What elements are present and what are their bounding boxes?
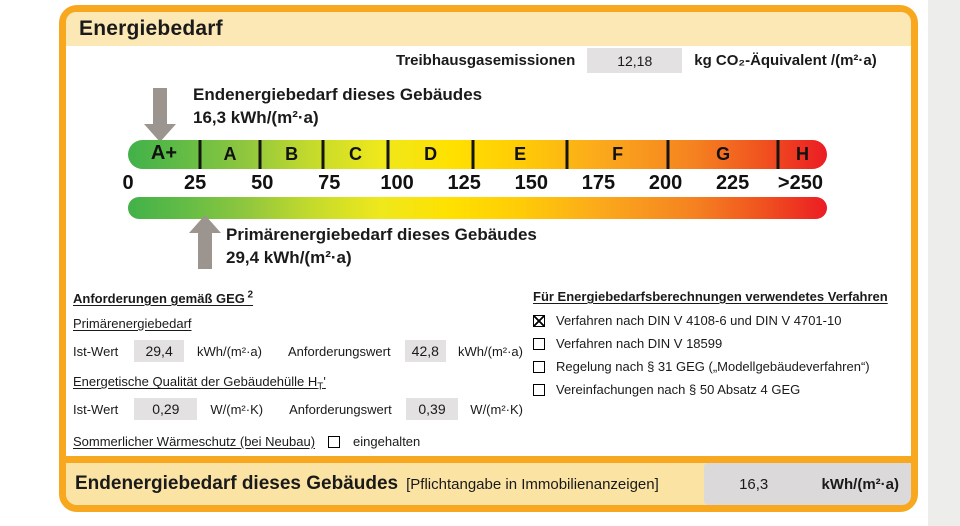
method-item-label: Verfahren nach DIN V 18599 bbox=[556, 336, 723, 351]
energy-class-scale: A+ A B C D E F G H 0 25 50 75 100 125 150 175 200 225 >250 bbox=[122, 140, 827, 350]
footer-value-box: 16,3 kWh/(m²·a) bbox=[704, 463, 911, 505]
footer-note: [Pflichtangabe in Immobilienanzeigen] bbox=[406, 475, 659, 493]
scale-tick: 0 bbox=[122, 172, 134, 194]
scale-tick: 75 bbox=[318, 172, 341, 194]
scale-tick: 100 bbox=[380, 172, 414, 194]
requirements-heading-sup: 2 bbox=[247, 289, 254, 301]
method-item: Verfahren nach DIN V 18599 bbox=[533, 336, 908, 351]
footer-band: Endenergiebedarf dieses Gebäudes [Pflich… bbox=[66, 456, 911, 505]
class-letter-C: C bbox=[349, 144, 363, 164]
class-letter-E: E bbox=[514, 144, 527, 164]
class-letter-A: A bbox=[223, 144, 237, 164]
summer-heat-checkbox-label: eingehalten bbox=[353, 434, 421, 449]
end-energy-arrow-icon bbox=[144, 88, 176, 142]
primary-energy-arrow-icon bbox=[189, 215, 221, 269]
class-divider bbox=[471, 140, 475, 169]
unchecked-checkbox-icon bbox=[533, 337, 545, 350]
req-label: Anforderungswert bbox=[287, 343, 391, 359]
methods-list: Verfahren nach DIN V 4108-6 und DIN V 47… bbox=[533, 313, 908, 397]
primary-subheading: Primärenergiebedarf bbox=[73, 316, 192, 331]
checked-checkbox-icon bbox=[533, 314, 545, 327]
ghg-value-box: 12,18 bbox=[587, 48, 683, 73]
ist-label: Ist-Wert bbox=[73, 343, 119, 359]
header-band: Energiebedarf bbox=[66, 12, 911, 46]
ghg-unit: kg CO₂-Äquivalent /(m²·a) bbox=[694, 52, 877, 69]
requirements-section: Anforderungen gemäß GEG 2 Primärenergieb… bbox=[73, 289, 523, 449]
summer-heat-checkbox bbox=[328, 435, 341, 448]
class-letter-B: B bbox=[285, 144, 299, 164]
scale-tick: 225 bbox=[715, 172, 750, 194]
envelope-values-row: Ist-Wert 0,29 W/(m²·K) Anforderungswert … bbox=[73, 398, 523, 420]
scale-lower-band bbox=[128, 197, 827, 219]
class-divider bbox=[258, 140, 262, 169]
requirements-heading: Anforderungen gemäß GEG 2 bbox=[73, 289, 523, 306]
primary-ist-unit: kWh/(m²·a) bbox=[196, 343, 262, 359]
primary-ist-value-box: 29,4 bbox=[134, 340, 184, 362]
class-divider bbox=[776, 140, 780, 169]
class-divider bbox=[666, 140, 670, 169]
primary-values-row: Ist-Wert 29,4 kWh/(m²·a) Anforderungswer… bbox=[73, 340, 523, 362]
method-item: Regelung nach § 31 GEG („Modellgebäudeve… bbox=[533, 359, 908, 374]
arrow-shaft bbox=[198, 232, 212, 269]
scale-letter-band: A+ A B C D E F G H bbox=[128, 140, 827, 169]
envelope-req-unit: W/(m²·K) bbox=[470, 401, 523, 417]
class-letter-A+: A+ bbox=[150, 142, 178, 164]
footer-label: Endenergiebedarf dieses Gebäudes [Pflich… bbox=[75, 463, 659, 505]
class-letter-F: F bbox=[612, 144, 624, 164]
method-item-label: Verfahren nach DIN V 4108-6 und DIN V 47… bbox=[556, 313, 842, 328]
class-letter-G: G bbox=[716, 144, 731, 164]
unchecked-checkbox-icon bbox=[533, 360, 545, 373]
end-energy-line1: Endenergiebedarf dieses Gebäudes bbox=[193, 85, 483, 104]
footer-title: Endenergiebedarf dieses Gebäudes bbox=[75, 473, 399, 494]
certificate-frame: Energiebedarf Treibhausgasemissionen 12,… bbox=[59, 5, 918, 512]
scale-tick: 200 bbox=[648, 172, 683, 194]
class-divider bbox=[386, 140, 390, 169]
scale-tick: >250 bbox=[777, 172, 823, 194]
summer-heat-label: Sommerlicher Wärmeschutz (bei Neubau) bbox=[73, 434, 316, 449]
ghg-label: Treibhausgasemissionen bbox=[396, 52, 576, 69]
class-letter-D: D bbox=[424, 144, 438, 164]
primary-energy-line2: 29,4 kWh/(m²·a) bbox=[226, 247, 352, 267]
scale-tick: 125 bbox=[447, 172, 481, 194]
ist-label: Ist-Wert bbox=[73, 401, 119, 417]
envelope-ist-value-box: 0,29 bbox=[134, 398, 198, 420]
scale-tick: 175 bbox=[581, 172, 616, 194]
envelope-subheading: Energetische Qualität der Gebäudehülle H… bbox=[73, 374, 326, 393]
class-letter-H: H bbox=[796, 144, 810, 164]
req-label: Anforderungswert bbox=[289, 401, 392, 417]
summer-heat-row: Sommerlicher Wärmeschutz (bei Neubau) ei… bbox=[73, 434, 523, 449]
arrow-head bbox=[189, 215, 221, 233]
methods-heading: Für Energiebedarfsberechnungen verwendet… bbox=[533, 289, 888, 304]
primary-req-value-box: 42,8 bbox=[404, 340, 446, 362]
envelope-req-value-box: 0,39 bbox=[405, 398, 459, 420]
end-energy-line2: 16,3 kWh/(m²·a) bbox=[193, 107, 319, 127]
end-energy-marker-text: Endenergiebedarf dieses Gebäudes 16,3 kW… bbox=[193, 84, 482, 130]
envelope-ist-unit: W/(m²·K) bbox=[210, 401, 264, 417]
scale-tick: 50 bbox=[251, 172, 274, 194]
primary-req-unit: kWh/(m²·a) bbox=[458, 343, 523, 359]
requirements-heading-text: Anforderungen gemäß GEG bbox=[73, 291, 245, 306]
class-divider bbox=[198, 140, 202, 169]
method-item-label: Regelung nach § 31 GEG („Modellgebäudeve… bbox=[556, 359, 870, 374]
primary-energy-marker-text: Primärenergiebedarf dieses Gebäudes 29,4… bbox=[226, 224, 537, 270]
footer-unit: kWh/(m²·a) bbox=[821, 475, 900, 493]
unchecked-checkbox-icon bbox=[533, 383, 545, 396]
page-title: Energiebedarf bbox=[79, 17, 223, 40]
ghg-emissions-row: Treibhausgasemissionen 12,18 kg CO₂-Äqui… bbox=[396, 48, 877, 73]
arrow-head bbox=[144, 124, 176, 142]
class-divider bbox=[565, 140, 569, 169]
scale-tick: 150 bbox=[514, 172, 548, 194]
calculation-methods-section: Für Energiebedarfsberechnungen verwendet… bbox=[533, 289, 908, 405]
footer-value: 16,3 bbox=[739, 475, 769, 493]
class-divider bbox=[321, 140, 325, 169]
page-edge-strip bbox=[928, 0, 960, 526]
method-item-label: Vereinfachungen nach § 50 Absatz 4 GEG bbox=[556, 382, 801, 397]
primary-energy-line1: Primärenergiebedarf dieses Gebäudes bbox=[226, 225, 537, 244]
method-item: Verfahren nach DIN V 4108-6 und DIN V 47… bbox=[533, 313, 908, 328]
method-item: Vereinfachungen nach § 50 Absatz 4 GEG bbox=[533, 382, 908, 397]
arrow-shaft bbox=[153, 88, 167, 125]
scale-tick: 25 bbox=[183, 172, 207, 194]
